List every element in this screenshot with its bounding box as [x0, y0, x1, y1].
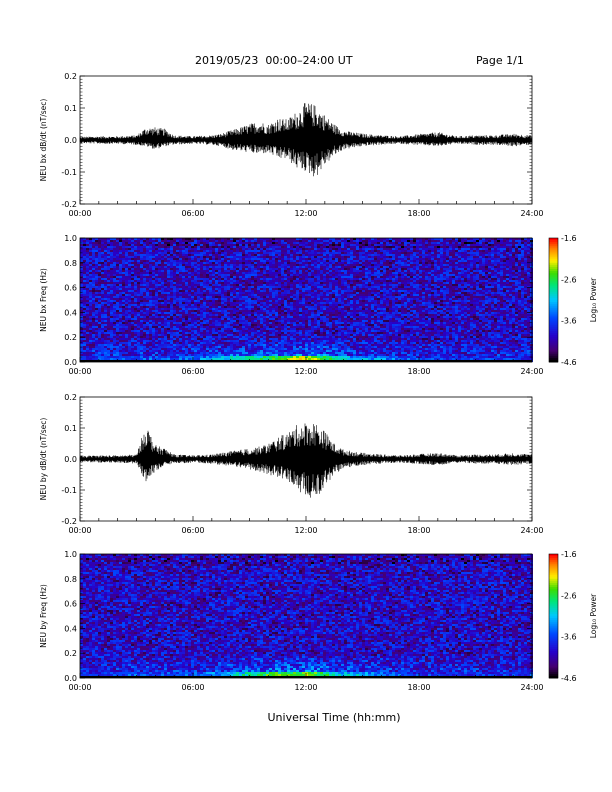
y-tick-label: 0.2	[64, 393, 77, 402]
x-tick-label: 00:00	[68, 209, 91, 218]
y-tick-label: -0.1	[61, 486, 77, 495]
colorbar-tick-label: -2.6	[561, 275, 577, 284]
x-tick-label: 18:00	[407, 367, 430, 376]
spectrogram-cells	[80, 238, 533, 362]
colorbar-tick-label: -4.6	[561, 358, 577, 367]
colorbar-tick-label: -2.6	[561, 591, 577, 600]
y-tick-label: 0.4	[64, 624, 77, 633]
y-tick-label: 1.0	[64, 550, 77, 559]
y-tick-label: 0.4	[64, 308, 77, 317]
x-tick-label: 00:00	[68, 526, 91, 535]
x-tick-label: 12:00	[294, 209, 317, 218]
x-tick-label: 12:00	[294, 367, 317, 376]
y-tick-label: 0.8	[64, 575, 77, 584]
colorbar-tick-label: -1.6	[561, 234, 577, 243]
y-tick-label: 0.2	[64, 72, 77, 81]
x-tick-label: 06:00	[181, 367, 204, 376]
x-tick-label: 12:00	[294, 526, 317, 535]
x-tick-label: 12:00	[294, 683, 317, 692]
y-tick-label: 0.0	[64, 136, 77, 145]
colorbar-tick-label: -3.6	[561, 633, 577, 642]
chart-panel-3: -0.2 -0.1 0.0 0.1 0.2 NEU by dB/dt (nT/sec) 00…	[39, 393, 544, 535]
y-tick-label: 0.0	[64, 455, 77, 464]
y-tick-label: 1.0	[64, 234, 77, 243]
y-tick-label: 0.0	[64, 358, 77, 367]
colorbar-tick-label: -1.6	[561, 550, 577, 559]
y-tick-label: 0.0	[64, 674, 77, 683]
y-tick-label: 0.8	[64, 259, 77, 268]
y-axis-label: NEU bx dB/dt (nT/sec)	[39, 99, 48, 182]
page-number: Page 1/1	[476, 54, 524, 67]
x-tick-label: 06:00	[181, 526, 204, 535]
y-tick-label: 0.2	[64, 333, 77, 342]
x-tick-label: 00:00	[68, 683, 91, 692]
y-tick-label: -0.2	[61, 517, 77, 526]
chart-panel-4: -1.6 -2.6 -3.6 -4.6 Log₁₀ Power 0.0 0.2 0.4 0.6 0…	[39, 550, 598, 692]
x-tick-label: 24:00	[520, 526, 543, 535]
colorbar-frame	[548, 237, 559, 363]
x-tick-label: 24:00	[520, 367, 543, 376]
x-tick-label: 18:00	[407, 526, 430, 535]
colorbar-label: Log₁₀ Power	[589, 277, 598, 322]
y-axis-label: NEU by Freq (Hz)	[39, 584, 48, 648]
colorbar: -1.6 -2.6 -3.6 -4.6 Log₁₀ Power	[548, 234, 598, 367]
colorbar-tick-label: -3.6	[561, 317, 577, 326]
chart-panel-1: -0.2 -0.1 0.0 0.1 0.2 NEU bx dB/dt (nT/sec) 00…	[39, 72, 544, 218]
y-tick-label: 0.1	[64, 104, 77, 113]
y-axis-label: NEU by dB/dt (nT/sec)	[39, 418, 48, 501]
spectrogram-cells	[80, 554, 533, 678]
y-tick-label: 0.1	[64, 424, 77, 433]
x-tick-label: 24:00	[520, 209, 543, 218]
x-tick-label: 06:00	[181, 683, 204, 692]
colorbar-frame	[548, 553, 559, 679]
y-axis-label: NEU bx Freq (Hz)	[39, 268, 48, 332]
y-tick-label: -0.2	[61, 200, 77, 209]
chart-panel-2: -1.6 -2.6 -3.6 -4.6 Log₁₀ Power 0.0 0.2 0.4 0.6 0…	[39, 234, 598, 376]
y-tick-label: 0.6	[64, 600, 77, 609]
colorbar-label: Log₁₀ Power	[589, 593, 598, 638]
colorbar-tick-label: -4.6	[561, 674, 577, 683]
y-tick-label: 0.6	[64, 284, 77, 293]
x-axis-label: Universal Time (hh:mm)	[267, 711, 401, 724]
colorbar: -1.6 -2.6 -3.6 -4.6 Log₁₀ Power	[548, 550, 598, 683]
y-tick-label: 0.2	[64, 649, 77, 658]
waveform-series	[79, 103, 533, 177]
x-tick-label: 18:00	[407, 209, 430, 218]
x-tick-label: 18:00	[407, 683, 430, 692]
y-tick-label: -0.1	[61, 168, 77, 177]
page-title: 2019/05/23 00:00–24:00 UT	[195, 54, 353, 67]
x-tick-label: 00:00	[68, 367, 91, 376]
x-tick-label: 24:00	[520, 683, 543, 692]
waveform-series	[79, 423, 533, 498]
x-tick-label: 06:00	[181, 209, 204, 218]
